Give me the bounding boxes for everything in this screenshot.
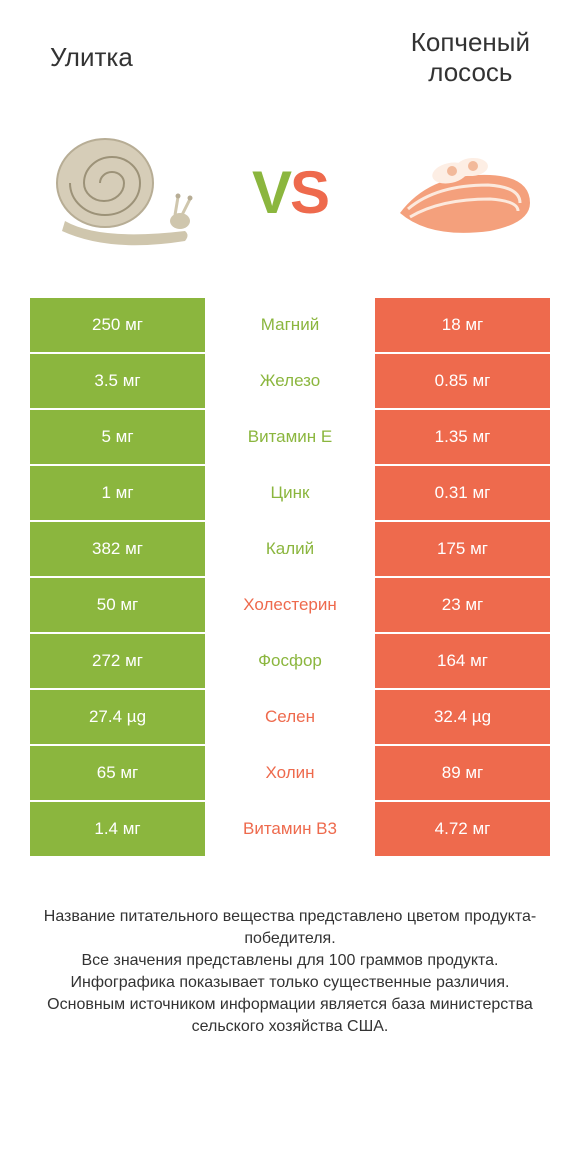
table-row: 1.4 мгВитамин B34.72 мг — [30, 802, 550, 858]
title-right: Копченый лосось — [411, 28, 530, 88]
title-left: Улитка — [50, 42, 133, 73]
nutrient-label: Холестерин — [205, 578, 375, 632]
value-left: 272 мг — [30, 634, 205, 688]
table-row: 382 мгКалий175 мг — [30, 522, 550, 578]
value-left: 27.4 µg — [30, 690, 205, 744]
comparison-table: 250 мгМагний18 мг3.5 мгЖелезо0.85 мг5 мг… — [0, 298, 580, 858]
footer-line1: Название питательного вещества представл… — [44, 908, 536, 947]
title-right-line1: Копченый — [411, 27, 530, 57]
vs-s: S — [290, 159, 328, 226]
value-left: 5 мг — [30, 410, 205, 464]
vs-v: V — [252, 159, 290, 226]
value-right: 89 мг — [375, 746, 550, 800]
value-left: 250 мг — [30, 298, 205, 352]
value-left: 1 мг — [30, 466, 205, 520]
table-row: 50 мгХолестерин23 мг — [30, 578, 550, 634]
value-right: 18 мг — [375, 298, 550, 352]
value-right: 0.31 мг — [375, 466, 550, 520]
value-right: 23 мг — [375, 578, 550, 632]
value-right: 1.35 мг — [375, 410, 550, 464]
value-right: 164 мг — [375, 634, 550, 688]
table-row: 3.5 мгЖелезо0.85 мг — [30, 354, 550, 410]
nutrient-label: Железо — [205, 354, 375, 408]
nutrient-label: Фосфор — [205, 634, 375, 688]
vs-label: VS — [252, 158, 328, 227]
nutrient-label: Холин — [205, 746, 375, 800]
snail-image — [40, 113, 200, 273]
nutrient-label: Калий — [205, 522, 375, 576]
value-right: 32.4 µg — [375, 690, 550, 744]
table-row: 1 мгЦинк0.31 мг — [30, 466, 550, 522]
footer: Название питательного вещества представл… — [0, 858, 580, 1038]
value-left: 50 мг — [30, 578, 205, 632]
footer-line4: Основным источником информации является … — [47, 996, 533, 1035]
table-row: 27.4 µgСелен32.4 µg — [30, 690, 550, 746]
salmon-image — [380, 113, 540, 273]
value-right: 4.72 мг — [375, 802, 550, 856]
table-row: 5 мгВитамин E1.35 мг — [30, 410, 550, 466]
table-row: 250 мгМагний18 мг — [30, 298, 550, 354]
table-row: 272 мгФосфор164 мг — [30, 634, 550, 690]
nutrient-label: Цинк — [205, 466, 375, 520]
nutrient-label: Селен — [205, 690, 375, 744]
nutrient-label: Витамин B3 — [205, 802, 375, 856]
nutrient-label: Витамин E — [205, 410, 375, 464]
value-left: 3.5 мг — [30, 354, 205, 408]
table-row: 65 мгХолин89 мг — [30, 746, 550, 802]
footer-line3: Инфографика показывает только существенн… — [71, 974, 510, 991]
images-row: VS — [0, 98, 580, 298]
title-right-line2: лосось — [428, 57, 512, 87]
header: Улитка Копченый лосось — [0, 0, 580, 98]
value-left: 65 мг — [30, 746, 205, 800]
nutrient-label: Магний — [205, 298, 375, 352]
value-right: 0.85 мг — [375, 354, 550, 408]
value-left: 1.4 мг — [30, 802, 205, 856]
footer-line2: Все значения представлены для 100 граммо… — [81, 952, 498, 969]
value-left: 382 мг — [30, 522, 205, 576]
value-right: 175 мг — [375, 522, 550, 576]
